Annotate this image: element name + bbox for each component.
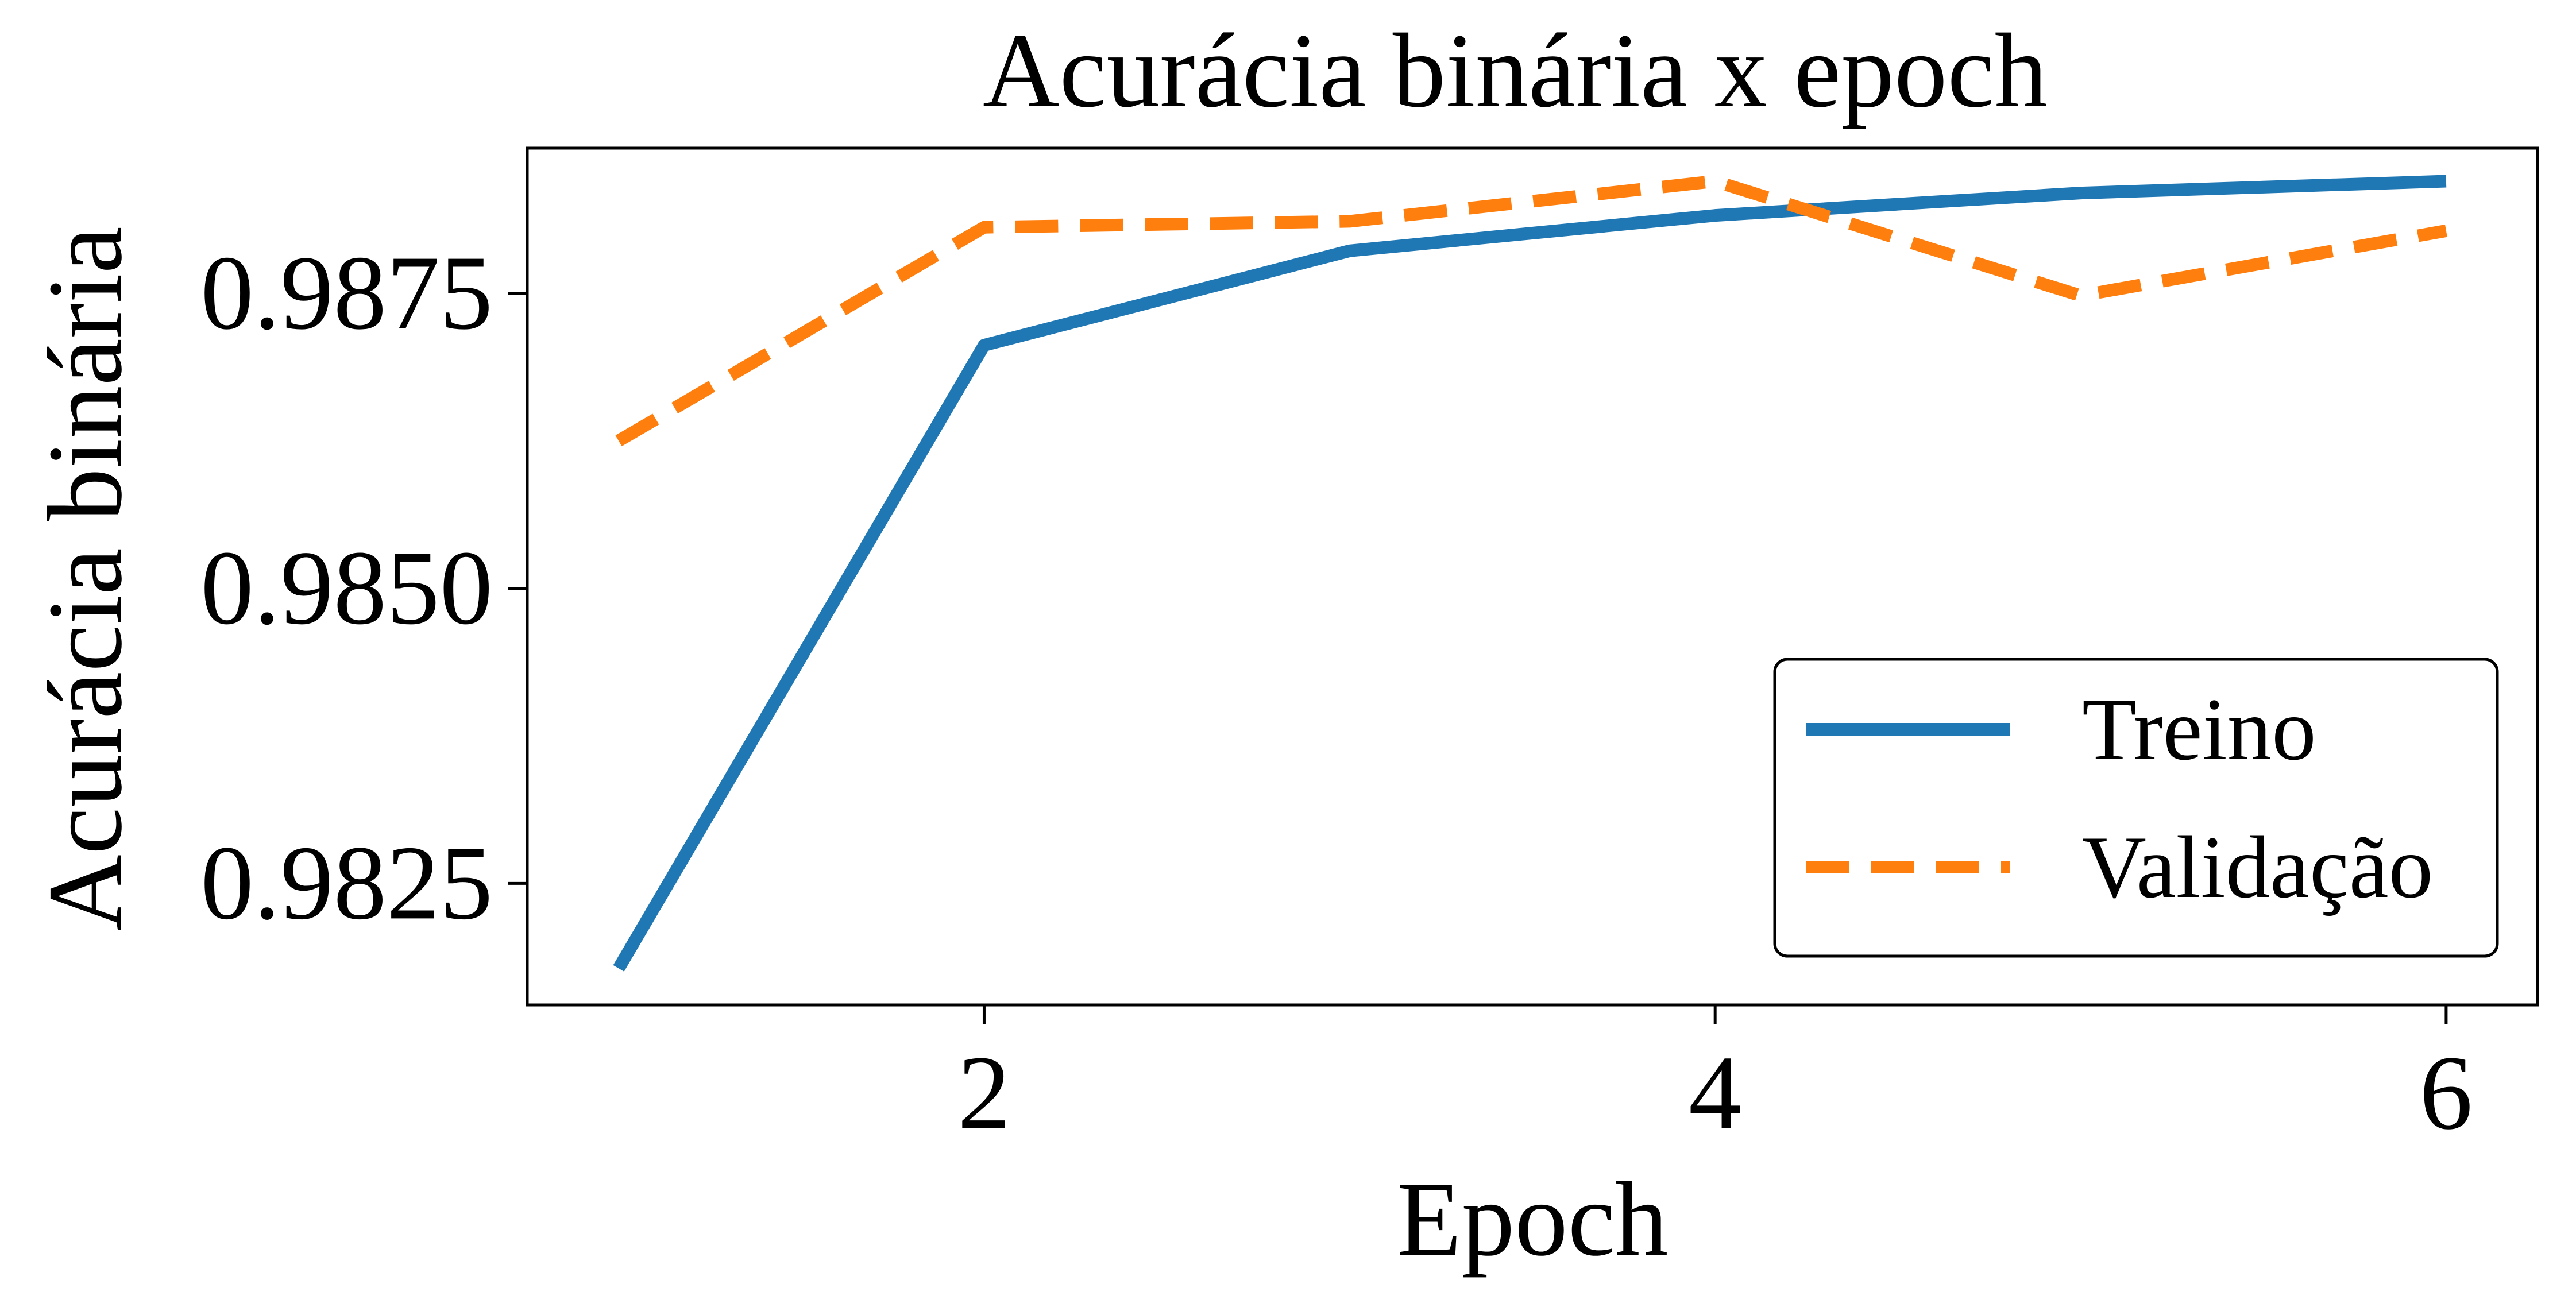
series-line-validacao: [615, 175, 2447, 447]
legend-label-treino: Treino: [2082, 680, 2316, 779]
data-point-treino-6: [2446, 181, 2447, 182]
x-axis-label: Epoch: [1397, 1161, 1669, 1278]
x-tick-label: 2: [957, 1034, 1011, 1152]
data-point-validacao-2: [983, 227, 984, 228]
data-point-treino-1: [618, 968, 619, 969]
chart-title: Acurácia binária x epoch: [983, 12, 2048, 130]
data-point-validacao-5: [2080, 295, 2081, 296]
y-axis-ticks: 0.9825 0.9850 0.9875: [200, 234, 527, 942]
y-tick-label: 0.9875: [200, 234, 493, 352]
data-point-treino-5: [2080, 192, 2081, 194]
x-tick-label: 6: [2420, 1034, 2473, 1152]
data-point-treino-4: [1714, 215, 1716, 216]
y-tick-label: 0.9850: [200, 529, 493, 647]
data-point-validacao-3: [1349, 221, 1350, 222]
data-point-treino-2: [983, 345, 984, 346]
data-point-validacao-1: [618, 440, 619, 442]
data-point-validacao-6: [2446, 230, 2447, 231]
legend-label-validacao: Validação: [2082, 818, 2433, 916]
plot-frame: [526, 146, 2539, 1007]
legend: Treino Validação: [1773, 658, 2499, 958]
x-axis-ticks: 2 4 6: [957, 1005, 2473, 1152]
y-axis-label: Acurácia binária: [26, 226, 144, 931]
data-point-treino-3: [1349, 250, 1350, 252]
plot-area: [613, 175, 2447, 972]
y-tick-label: 0.9825: [200, 824, 493, 942]
series-line-treino: [613, 175, 2447, 972]
x-tick-label: 4: [1689, 1034, 1742, 1152]
data-point-validacao-4: [1714, 181, 1716, 182]
